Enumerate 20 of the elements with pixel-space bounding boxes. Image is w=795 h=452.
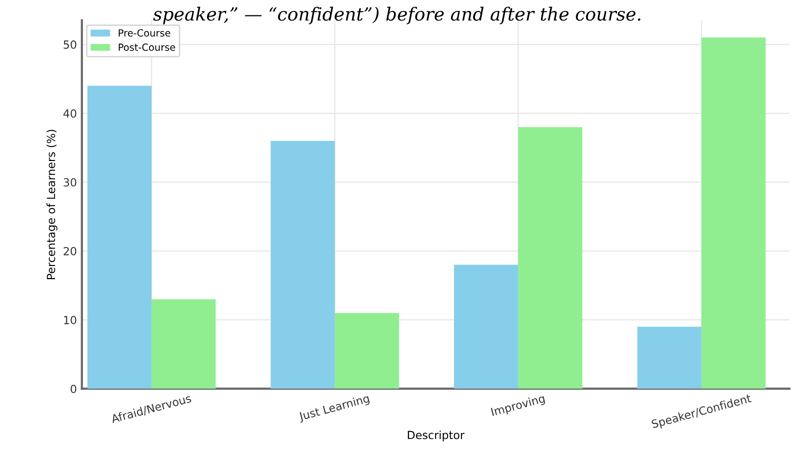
y-tick-label: 50 [64, 40, 76, 49]
legend-label: Pre-Course [118, 29, 170, 37]
x-tick-label: Just Learning [298, 394, 370, 423]
bar [518, 127, 582, 389]
bar [334, 312, 399, 389]
y-tick-label: 0 [70, 384, 76, 394]
y-tick-label: 40 [63, 109, 76, 118]
x-axis-title: Descriptor [408, 430, 465, 442]
bar [701, 38, 766, 389]
y-tick-label: 30 [64, 178, 76, 187]
bar [454, 264, 518, 389]
y-tick-label: 10 [64, 316, 76, 324]
bar [270, 140, 335, 389]
chart-subtitle: speaker,” — “confident”) before and after the course. [153, 6, 640, 24]
bar [152, 299, 216, 389]
legend-label: Post-Course [118, 44, 176, 51]
bar [87, 86, 152, 389]
y-tick-label: 20 [64, 246, 76, 256]
bar [637, 326, 702, 389]
y-axis-title: Percentage of Learners (%) [46, 130, 58, 280]
